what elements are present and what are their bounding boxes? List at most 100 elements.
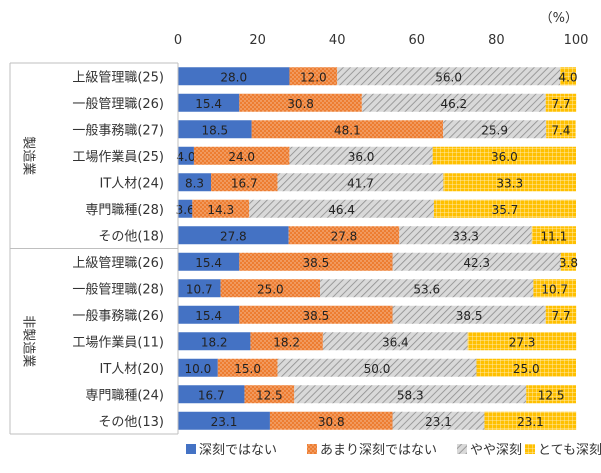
legend-swatch — [307, 444, 317, 454]
bar-segment — [193, 146, 290, 165]
legend-swatch — [525, 444, 535, 454]
bar-segment — [269, 411, 393, 430]
data-label: 28.0 — [220, 70, 247, 84]
bar-segment — [178, 385, 245, 404]
bar-segment — [294, 385, 527, 404]
x-tick-label: 100 — [564, 33, 589, 48]
bar-segment — [220, 279, 321, 298]
bar-segment — [217, 358, 278, 377]
bar-segment — [178, 226, 289, 245]
data-label: 38.5 — [456, 309, 483, 323]
bar-segment — [178, 279, 221, 298]
bar-segment — [288, 226, 400, 245]
data-label: 56.0 — [435, 70, 462, 84]
bar-segment — [178, 67, 290, 86]
bar-segment — [178, 199, 193, 218]
legend-label: とても深刻 — [538, 443, 601, 458]
x-tick-label: 80 — [488, 33, 505, 48]
data-label: 24.0 — [228, 150, 255, 164]
data-label: 27.8 — [220, 229, 247, 243]
category-label: その他(18) — [98, 229, 164, 244]
bar-segment — [178, 305, 240, 324]
bar-segment — [545, 93, 577, 112]
data-label: 18.5 — [201, 123, 228, 137]
category-label: 工場作業員(11) — [72, 334, 164, 350]
data-label: 46.4 — [328, 203, 355, 217]
legend-label: やや深刻 — [470, 443, 522, 458]
category-label: 一般管理職(26) — [72, 96, 164, 112]
legend-label: 深刻ではない — [199, 443, 277, 458]
bar-segment — [178, 358, 218, 377]
data-label: 46.2 — [440, 97, 467, 111]
bar-segment — [320, 279, 534, 298]
data-label: 12.0 — [300, 70, 327, 84]
data-label: 25.0 — [257, 282, 284, 296]
bar-segment — [560, 252, 576, 271]
bar-segment — [432, 146, 576, 165]
data-label: 8.3 — [185, 176, 204, 190]
category-label: 上級管理職(25) — [72, 70, 164, 85]
bar-segment — [433, 199, 576, 218]
data-label: 35.7 — [492, 203, 519, 217]
bar-segment — [392, 411, 485, 430]
legend-label: あまり深刻ではない — [320, 443, 437, 458]
data-label: 12.5 — [256, 388, 283, 402]
group-label: 製造業 — [21, 136, 37, 175]
bar-segment — [392, 252, 561, 271]
data-label: 7.4 — [551, 123, 570, 137]
bar-segment — [192, 199, 250, 218]
data-label: 3.6 — [176, 203, 195, 217]
bar-segment — [178, 411, 270, 430]
data-label: 23.1 — [517, 415, 544, 429]
bar-segment — [178, 252, 240, 271]
category-label: IT人材(24) — [100, 176, 164, 191]
category-label: 一般事務職(27) — [72, 122, 164, 138]
bar-segment — [277, 173, 444, 192]
category-label: 上級管理職(26) — [72, 256, 164, 271]
category-label: 専門職種(28) — [85, 202, 164, 218]
data-label: 15.4 — [195, 256, 222, 270]
data-label: 23.1 — [211, 415, 238, 429]
data-label: 7.7 — [552, 309, 571, 323]
data-label: 18.2 — [201, 335, 228, 349]
data-label: 18.2 — [273, 335, 300, 349]
x-tick-label: 20 — [249, 33, 266, 48]
data-label: 12.5 — [538, 388, 565, 402]
bar-segment — [289, 67, 338, 86]
bar-segment — [392, 305, 546, 324]
bar-segment — [560, 67, 576, 86]
unit-label: （%） — [540, 11, 578, 26]
data-label: 14.3 — [207, 203, 234, 217]
data-label: 4.0 — [558, 70, 577, 84]
bar-segment — [211, 173, 278, 192]
bar-segment — [289, 146, 433, 165]
category-label: 専門職種(24) — [85, 387, 164, 403]
bar-segment — [250, 332, 323, 351]
data-label: 25.9 — [481, 123, 508, 137]
bar-segment — [476, 358, 576, 377]
category-label: その他(13) — [98, 415, 164, 430]
bar-segment — [178, 146, 194, 165]
bar-segment — [546, 120, 576, 139]
bar-segment — [251, 120, 444, 139]
data-label: 15.4 — [195, 97, 222, 111]
data-label: 50.0 — [364, 362, 391, 376]
bar-segment — [277, 358, 477, 377]
legend: 深刻ではない あまり深刻ではない やや深刻 とても深刻 — [186, 443, 601, 458]
data-label: 4.0 — [176, 150, 195, 164]
data-label: 15.0 — [234, 362, 261, 376]
bar-segment — [337, 67, 561, 86]
category-labels: 上級管理職(25) 一般管理職(26) 一般事務職(27) 工場作業員(25) IT人材… — [72, 70, 164, 430]
group-label: 非製造業 — [21, 315, 37, 367]
bar-segment — [249, 199, 434, 218]
data-label: 15.4 — [195, 309, 222, 323]
plot-area: 28.0 12.0 56.0 4.0 15.4 30.8 46.2 7.7 18.5 48.1 25… — [176, 63, 578, 434]
data-label: 53.6 — [413, 282, 440, 296]
bar-segment — [178, 173, 212, 192]
bar-segment — [399, 226, 532, 245]
data-label: 33.3 — [496, 176, 523, 190]
bar-segment — [443, 173, 576, 192]
bar-segment — [533, 279, 576, 298]
